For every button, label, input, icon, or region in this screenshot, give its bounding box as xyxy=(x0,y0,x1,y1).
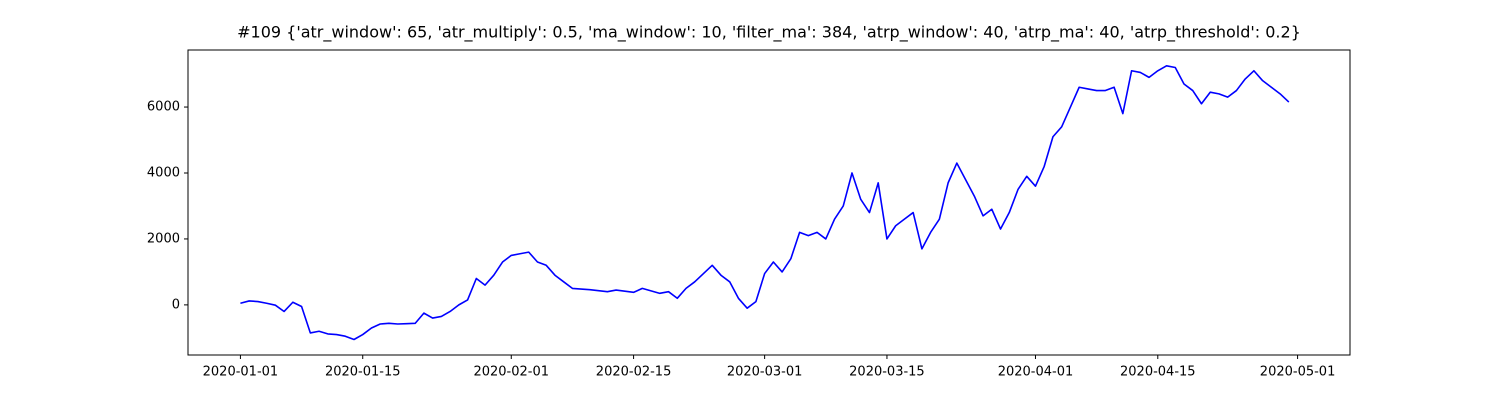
x-tick-label: 2020-05-01 xyxy=(1260,365,1336,380)
x-tick-label: 2020-02-15 xyxy=(596,365,672,380)
plot-frame xyxy=(187,49,1351,356)
y-tick-label: 0 xyxy=(172,297,180,312)
chart-title: #109 {'atr_window': 65, 'atr_multiply': … xyxy=(237,23,1301,43)
y-tick-label: 2000 xyxy=(147,231,180,246)
x-tick-label: 2020-03-15 xyxy=(849,365,925,380)
y-tick-label: 4000 xyxy=(147,165,180,180)
x-tick-label: 2020-01-01 xyxy=(203,365,279,380)
line-series xyxy=(240,65,1290,341)
x-tick-label: 2020-04-15 xyxy=(1120,365,1196,380)
x-tick-label: 2020-03-01 xyxy=(727,365,803,380)
x-tick-label: 2020-04-01 xyxy=(998,365,1074,380)
x-tick-label: 2020-01-15 xyxy=(325,365,401,380)
y-tick-label: 6000 xyxy=(147,100,180,115)
x-tick-label: 2020-02-01 xyxy=(473,365,549,380)
